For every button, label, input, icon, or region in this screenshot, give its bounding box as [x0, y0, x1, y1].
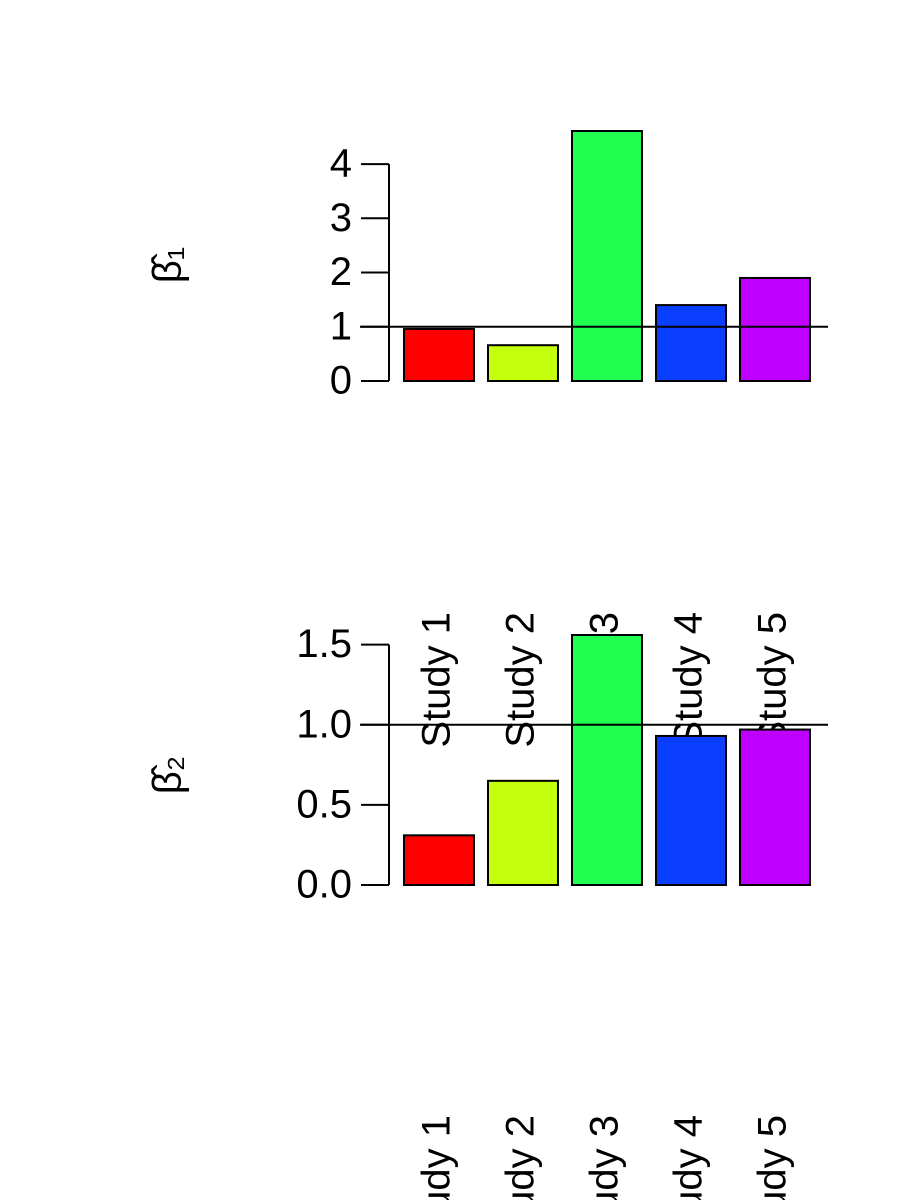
y-tick-label: 1.5 — [296, 622, 352, 666]
y-tick-label: 0.5 — [296, 782, 352, 826]
x-tick-label: Study 1 — [415, 1115, 459, 1200]
x-tick-label: Study 5 — [751, 612, 795, 748]
y-tick-label: 0 — [330, 359, 352, 403]
x-tick-label: Study 2 — [499, 612, 543, 748]
bar — [571, 634, 643, 886]
bar — [571, 130, 643, 382]
y-tick-label: 1 — [330, 304, 352, 348]
y-tick-label: 0.0 — [296, 863, 352, 907]
y-tick-label: 2 — [330, 250, 352, 294]
x-tick-label: Study 2 — [499, 1115, 543, 1200]
bar — [487, 344, 559, 383]
y-tick-label: 1.0 — [296, 702, 352, 746]
bar — [655, 304, 727, 382]
x-tick-label: Study 1 — [415, 612, 459, 748]
x-tick-label: Study 5 — [751, 1115, 795, 1200]
bar — [655, 734, 727, 887]
y-axis-label: β̂₁ — [146, 247, 190, 284]
bar — [487, 779, 559, 886]
bar — [739, 728, 811, 886]
bar — [403, 834, 475, 886]
y-tick-label: 4 — [330, 142, 352, 186]
y-tick-label: 3 — [330, 196, 352, 240]
y-axis-label: β̂₂ — [146, 756, 190, 795]
bar — [739, 276, 811, 383]
x-tick-label: Study 3 — [583, 1115, 627, 1200]
bar — [403, 327, 475, 383]
x-tick-label: Study 4 — [667, 1115, 711, 1200]
x-tick-label: Study 4 — [667, 612, 711, 748]
